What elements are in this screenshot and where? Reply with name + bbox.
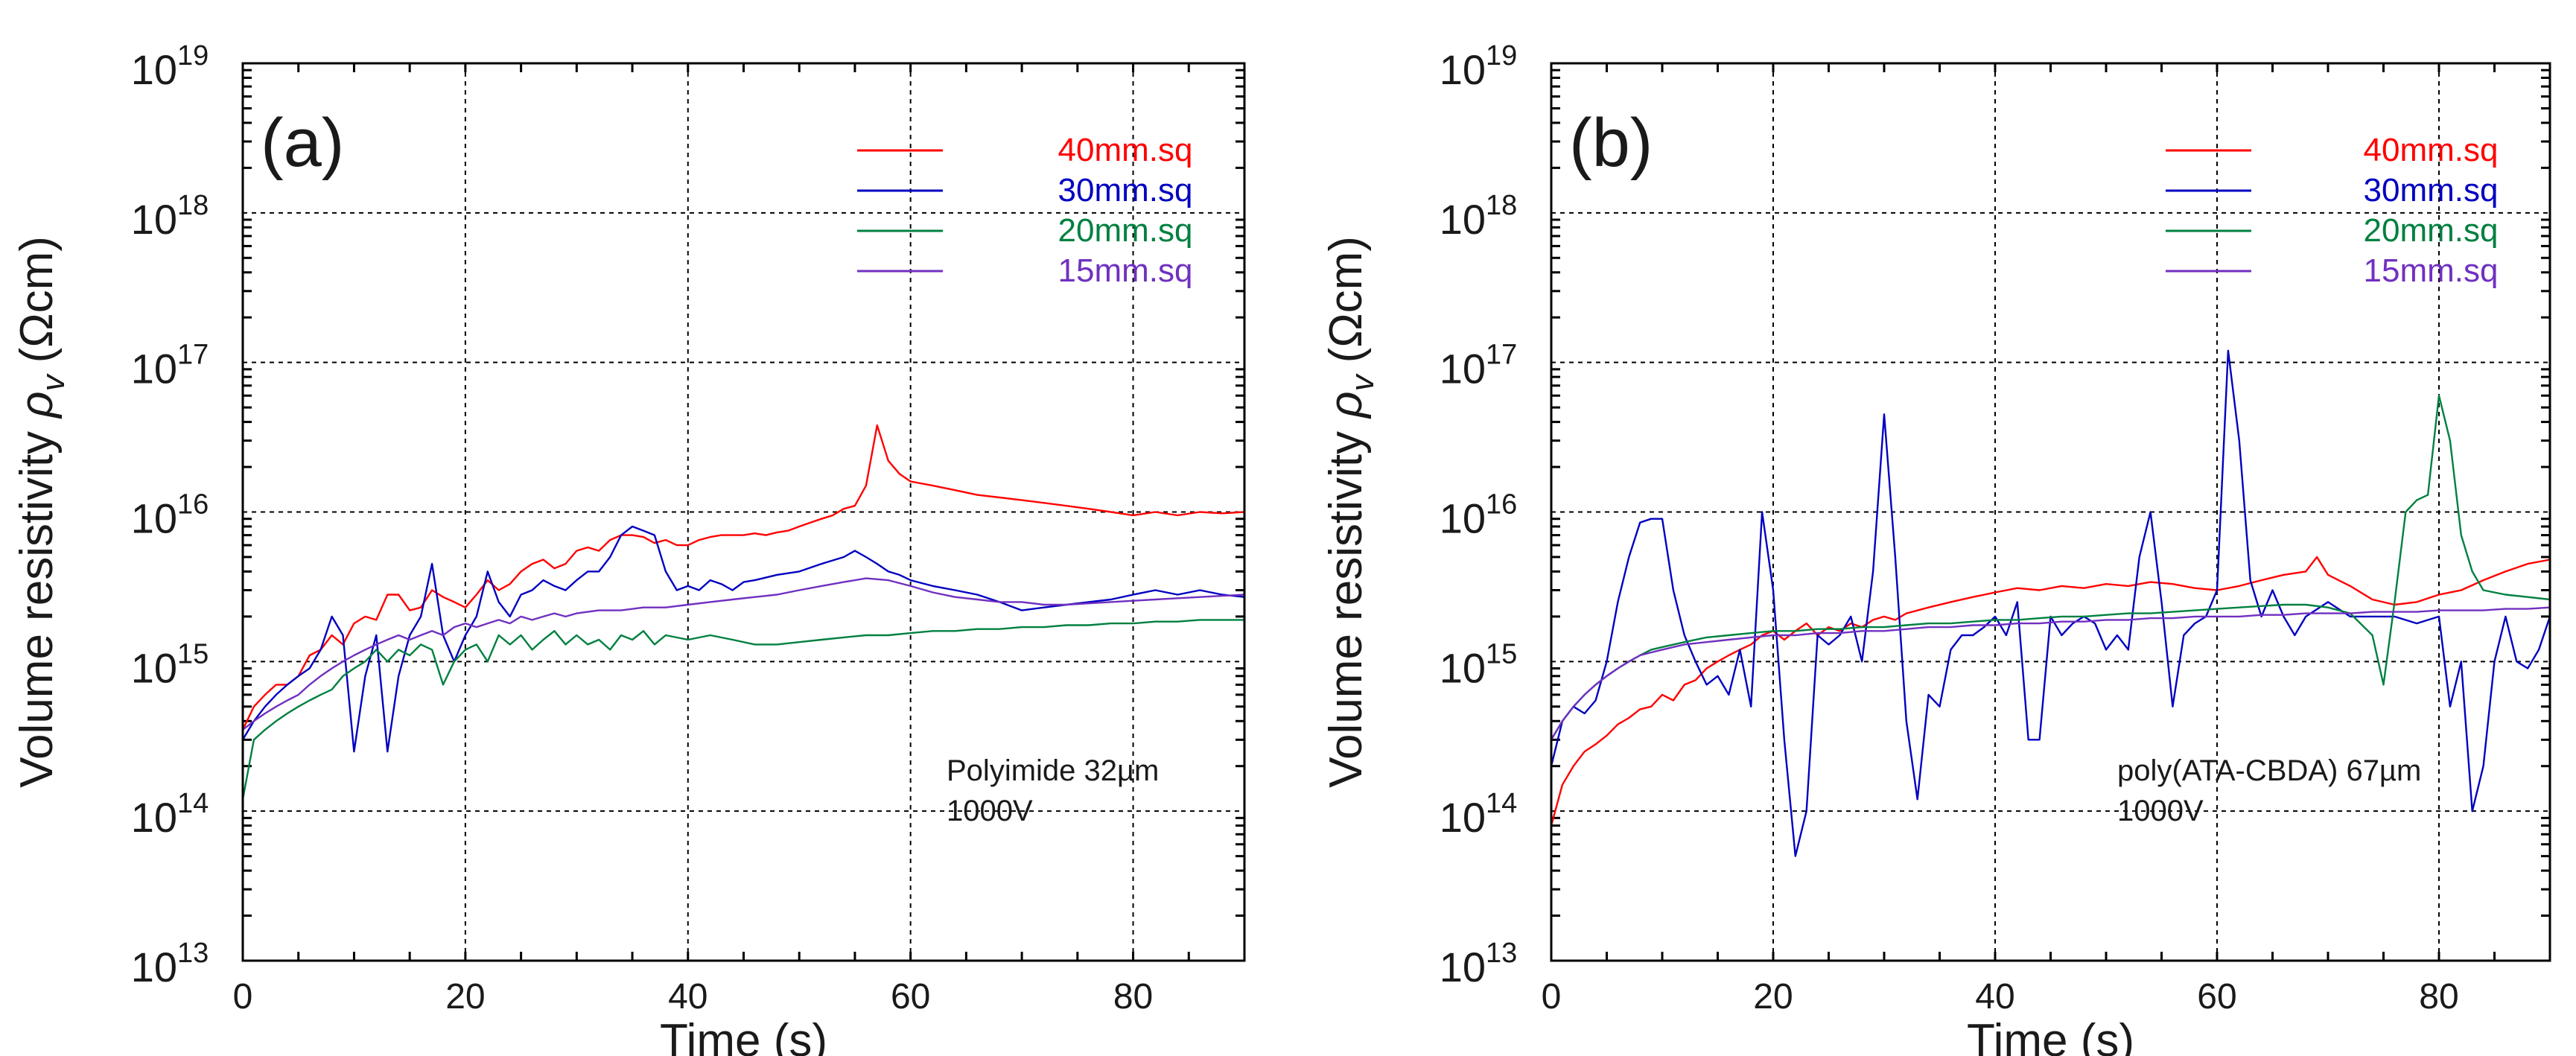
annotation: Polyimide 32µm 1000V xyxy=(947,754,1159,827)
annotation-text: Polyimide 32µm xyxy=(947,754,1159,787)
series-line-20mm-sq xyxy=(241,619,1244,800)
y-tick-label: 1013 xyxy=(1440,938,1518,990)
y-tick-base: 10 xyxy=(131,46,177,93)
y-tick-base: 10 xyxy=(1440,495,1486,542)
y-tick-exponent: 14 xyxy=(1486,788,1517,819)
x-tick-label: 80 xyxy=(1113,977,1153,1017)
series-line-20mm-sq xyxy=(1550,395,2551,740)
y-tick-exponent: 18 xyxy=(177,190,209,221)
annotation: poly(ATA-CBDA) 67µm 1000V xyxy=(2117,754,2421,827)
y-tick-base: 10 xyxy=(131,346,177,392)
y-tick-base: 10 xyxy=(1440,46,1486,93)
y-tick-base: 10 xyxy=(131,794,177,841)
series-line-30mm-sq xyxy=(241,525,1245,753)
series-line-15mm-sq xyxy=(1550,606,2551,740)
y-tick-exponent: 16 xyxy=(177,489,209,521)
legend-label: 20mm.sq xyxy=(1058,212,1193,249)
y-tick-label: 1018 xyxy=(1440,190,1518,243)
legend-label: 30mm.sq xyxy=(1058,172,1193,209)
legend-label: 20mm.sq xyxy=(2364,212,2499,249)
y-tick-label: 1015 xyxy=(1440,638,1518,691)
y-tick-base: 10 xyxy=(1440,644,1486,691)
series-group xyxy=(1550,349,2551,857)
y-axis-title-unit: (Ωcm) xyxy=(1320,236,1372,363)
y-tick-exponent: 15 xyxy=(177,638,209,669)
plot-frame xyxy=(1550,62,2551,962)
y-tick-base: 10 xyxy=(131,196,177,243)
panel-label: (a) xyxy=(261,105,344,181)
chart-panel-a: 0 20 40 60 801013101410151016101710181019Tim… xyxy=(11,40,1246,1056)
plot-frame xyxy=(241,62,1246,962)
annotation-text: 1000V xyxy=(947,795,1033,827)
x-axis-title: Time (s) xyxy=(1967,1015,2134,1056)
panel-label: (b) xyxy=(1569,105,1653,181)
x-tick-label: 40 xyxy=(668,977,707,1017)
y-tick-label: 1017 xyxy=(131,340,209,392)
y-tick-label: 1015 xyxy=(131,638,209,691)
y-axis-title: Volume resistivity ρv (Ωcm) xyxy=(1320,236,1381,788)
y-axis-title-subscript: v xyxy=(1344,372,1381,391)
y-tick-label: 1019 xyxy=(1440,40,1518,93)
y-tick-base: 10 xyxy=(131,644,177,691)
y-tick-label: 1014 xyxy=(131,788,209,841)
y-axis-title-symbol: ρ xyxy=(1320,391,1372,419)
y-tick-label: 1016 xyxy=(131,489,209,542)
legend-label: 15mm.sq xyxy=(2364,252,2499,289)
y-axis-title-symbol: ρ xyxy=(11,391,63,419)
x-tick-label: 80 xyxy=(2419,977,2458,1017)
y-tick-label: 1019 xyxy=(131,40,209,93)
legend-label: 15mm.sq xyxy=(1058,252,1193,289)
y-tick-exponent: 17 xyxy=(177,340,209,371)
annotation-text: poly(ATA-CBDA) 67µm xyxy=(2117,754,2421,787)
y-tick-exponent: 13 xyxy=(177,938,209,969)
x-tick-label: 60 xyxy=(2197,977,2236,1017)
x-tick-label: 40 xyxy=(1975,977,2014,1017)
y-tick-label: 1018 xyxy=(131,190,209,243)
y-tick-base: 10 xyxy=(131,495,177,542)
x-tick-label: 0 xyxy=(233,977,253,1017)
x-axis-title: Time (s) xyxy=(660,1015,827,1056)
y-tick-label: 1013 xyxy=(131,938,209,990)
y-tick-base: 10 xyxy=(1440,794,1486,841)
y-tick-exponent: 19 xyxy=(177,40,209,71)
series-group xyxy=(241,424,1245,800)
legend-label: 30mm.sq xyxy=(2364,172,2499,209)
y-tick-base: 10 xyxy=(1440,196,1486,243)
x-tick-label: 20 xyxy=(1753,977,1793,1017)
annotation-text: 1000V xyxy=(2117,795,2204,827)
y-tick-label: 1017 xyxy=(1440,340,1518,392)
y-axis-title: Volume resistivity ρv (Ωcm) xyxy=(11,236,71,788)
gridlines xyxy=(1551,63,2550,961)
y-axis-title-text: Volume resistivity xyxy=(1320,431,1372,788)
x-tick-label: 0 xyxy=(1542,977,1562,1017)
y-axis-title-subscript: v xyxy=(35,372,71,391)
y-tick-exponent: 14 xyxy=(177,788,209,819)
y-axis-title-unit: (Ωcm) xyxy=(11,236,63,363)
y-tick-exponent: 16 xyxy=(1486,489,1517,521)
y-tick-exponent: 18 xyxy=(1486,190,1517,221)
series-line-30mm-sq xyxy=(1550,349,2551,857)
y-axis-title-text: Volume resistivity xyxy=(11,431,63,788)
series-line-15mm-sq xyxy=(242,577,1245,731)
legend-label: 40mm.sq xyxy=(2364,132,2499,168)
legend-label: 40mm.sq xyxy=(1058,132,1193,168)
y-tick-exponent: 13 xyxy=(1486,938,1517,969)
y-tick-base: 10 xyxy=(1440,346,1486,392)
series-line-40mm-sq xyxy=(241,424,1245,731)
y-tick-base: 10 xyxy=(131,944,177,990)
x-tick-label: 20 xyxy=(445,977,485,1017)
y-tick-exponent: 15 xyxy=(1486,638,1517,669)
y-tick-base: 10 xyxy=(1440,944,1486,990)
gridlines xyxy=(243,63,1244,961)
chart-panel-b: 0 20 40 60 801013101410151016101710181019Tim… xyxy=(1320,40,2551,1056)
series-line-40mm-sq xyxy=(1550,556,2551,826)
y-tick-label: 1016 xyxy=(1440,489,1518,542)
y-tick-exponent: 17 xyxy=(1486,340,1517,371)
x-tick-label: 60 xyxy=(891,977,930,1017)
y-tick-exponent: 19 xyxy=(1486,40,1517,71)
y-tick-label: 1014 xyxy=(1440,788,1518,841)
